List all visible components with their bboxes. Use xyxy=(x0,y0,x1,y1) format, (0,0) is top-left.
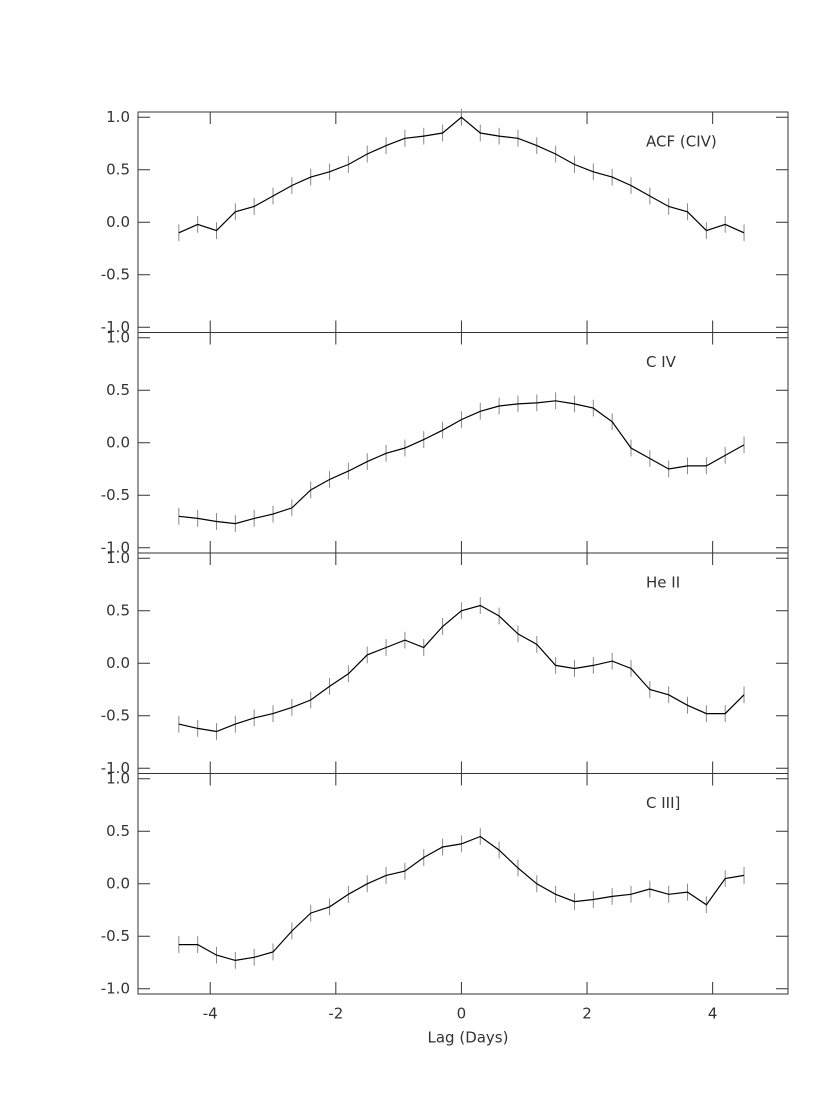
y-tick-label: 0.5 xyxy=(106,160,130,178)
x-axis-label: Lag (Days) xyxy=(428,1029,509,1047)
y-tick-label: -1.0 xyxy=(101,538,130,556)
y-tick-label: 0.0 xyxy=(106,654,130,672)
panel-label: C IV xyxy=(646,353,677,371)
y-tick-label: 1.0 xyxy=(106,549,130,567)
line xyxy=(178,604,745,733)
y-tick-label: -0.5 xyxy=(101,265,130,283)
y-tick-label: 1.0 xyxy=(106,328,130,346)
panel-frame xyxy=(137,552,789,774)
y-tick-label: 0.5 xyxy=(106,822,130,840)
y-tick-label: 1.0 xyxy=(106,108,130,126)
x-tick-label: 4 xyxy=(708,1005,718,1023)
x-tick-label: -4 xyxy=(203,1005,218,1023)
x-tick-label: 2 xyxy=(582,1005,592,1023)
x-tick-label: 0 xyxy=(457,1005,467,1023)
y-tick-label: 0.5 xyxy=(106,381,130,399)
y-tick-label: 0.0 xyxy=(106,433,130,451)
panel-label: He II xyxy=(646,574,680,592)
line xyxy=(178,835,745,962)
y-tick-label: -0.5 xyxy=(101,706,130,724)
y-tick-label: -0.5 xyxy=(101,927,130,945)
y-tick-label: 1.0 xyxy=(106,769,130,787)
line xyxy=(178,400,745,525)
y-tick-label: 0.0 xyxy=(106,874,130,892)
line xyxy=(178,116,745,234)
y-tick-label: -1.0 xyxy=(101,318,130,336)
y-tick-label: -1.0 xyxy=(101,759,130,777)
panel-label: C III] xyxy=(646,794,680,812)
x-tick-label: -2 xyxy=(328,1005,343,1023)
panel-label: ACF (CIV) xyxy=(646,133,717,151)
y-tick-label: 0.5 xyxy=(106,601,130,619)
y-tick-label: -1.0 xyxy=(101,979,130,997)
y-tick-label: 0.0 xyxy=(106,213,130,231)
y-tick-label: -0.5 xyxy=(101,486,130,504)
